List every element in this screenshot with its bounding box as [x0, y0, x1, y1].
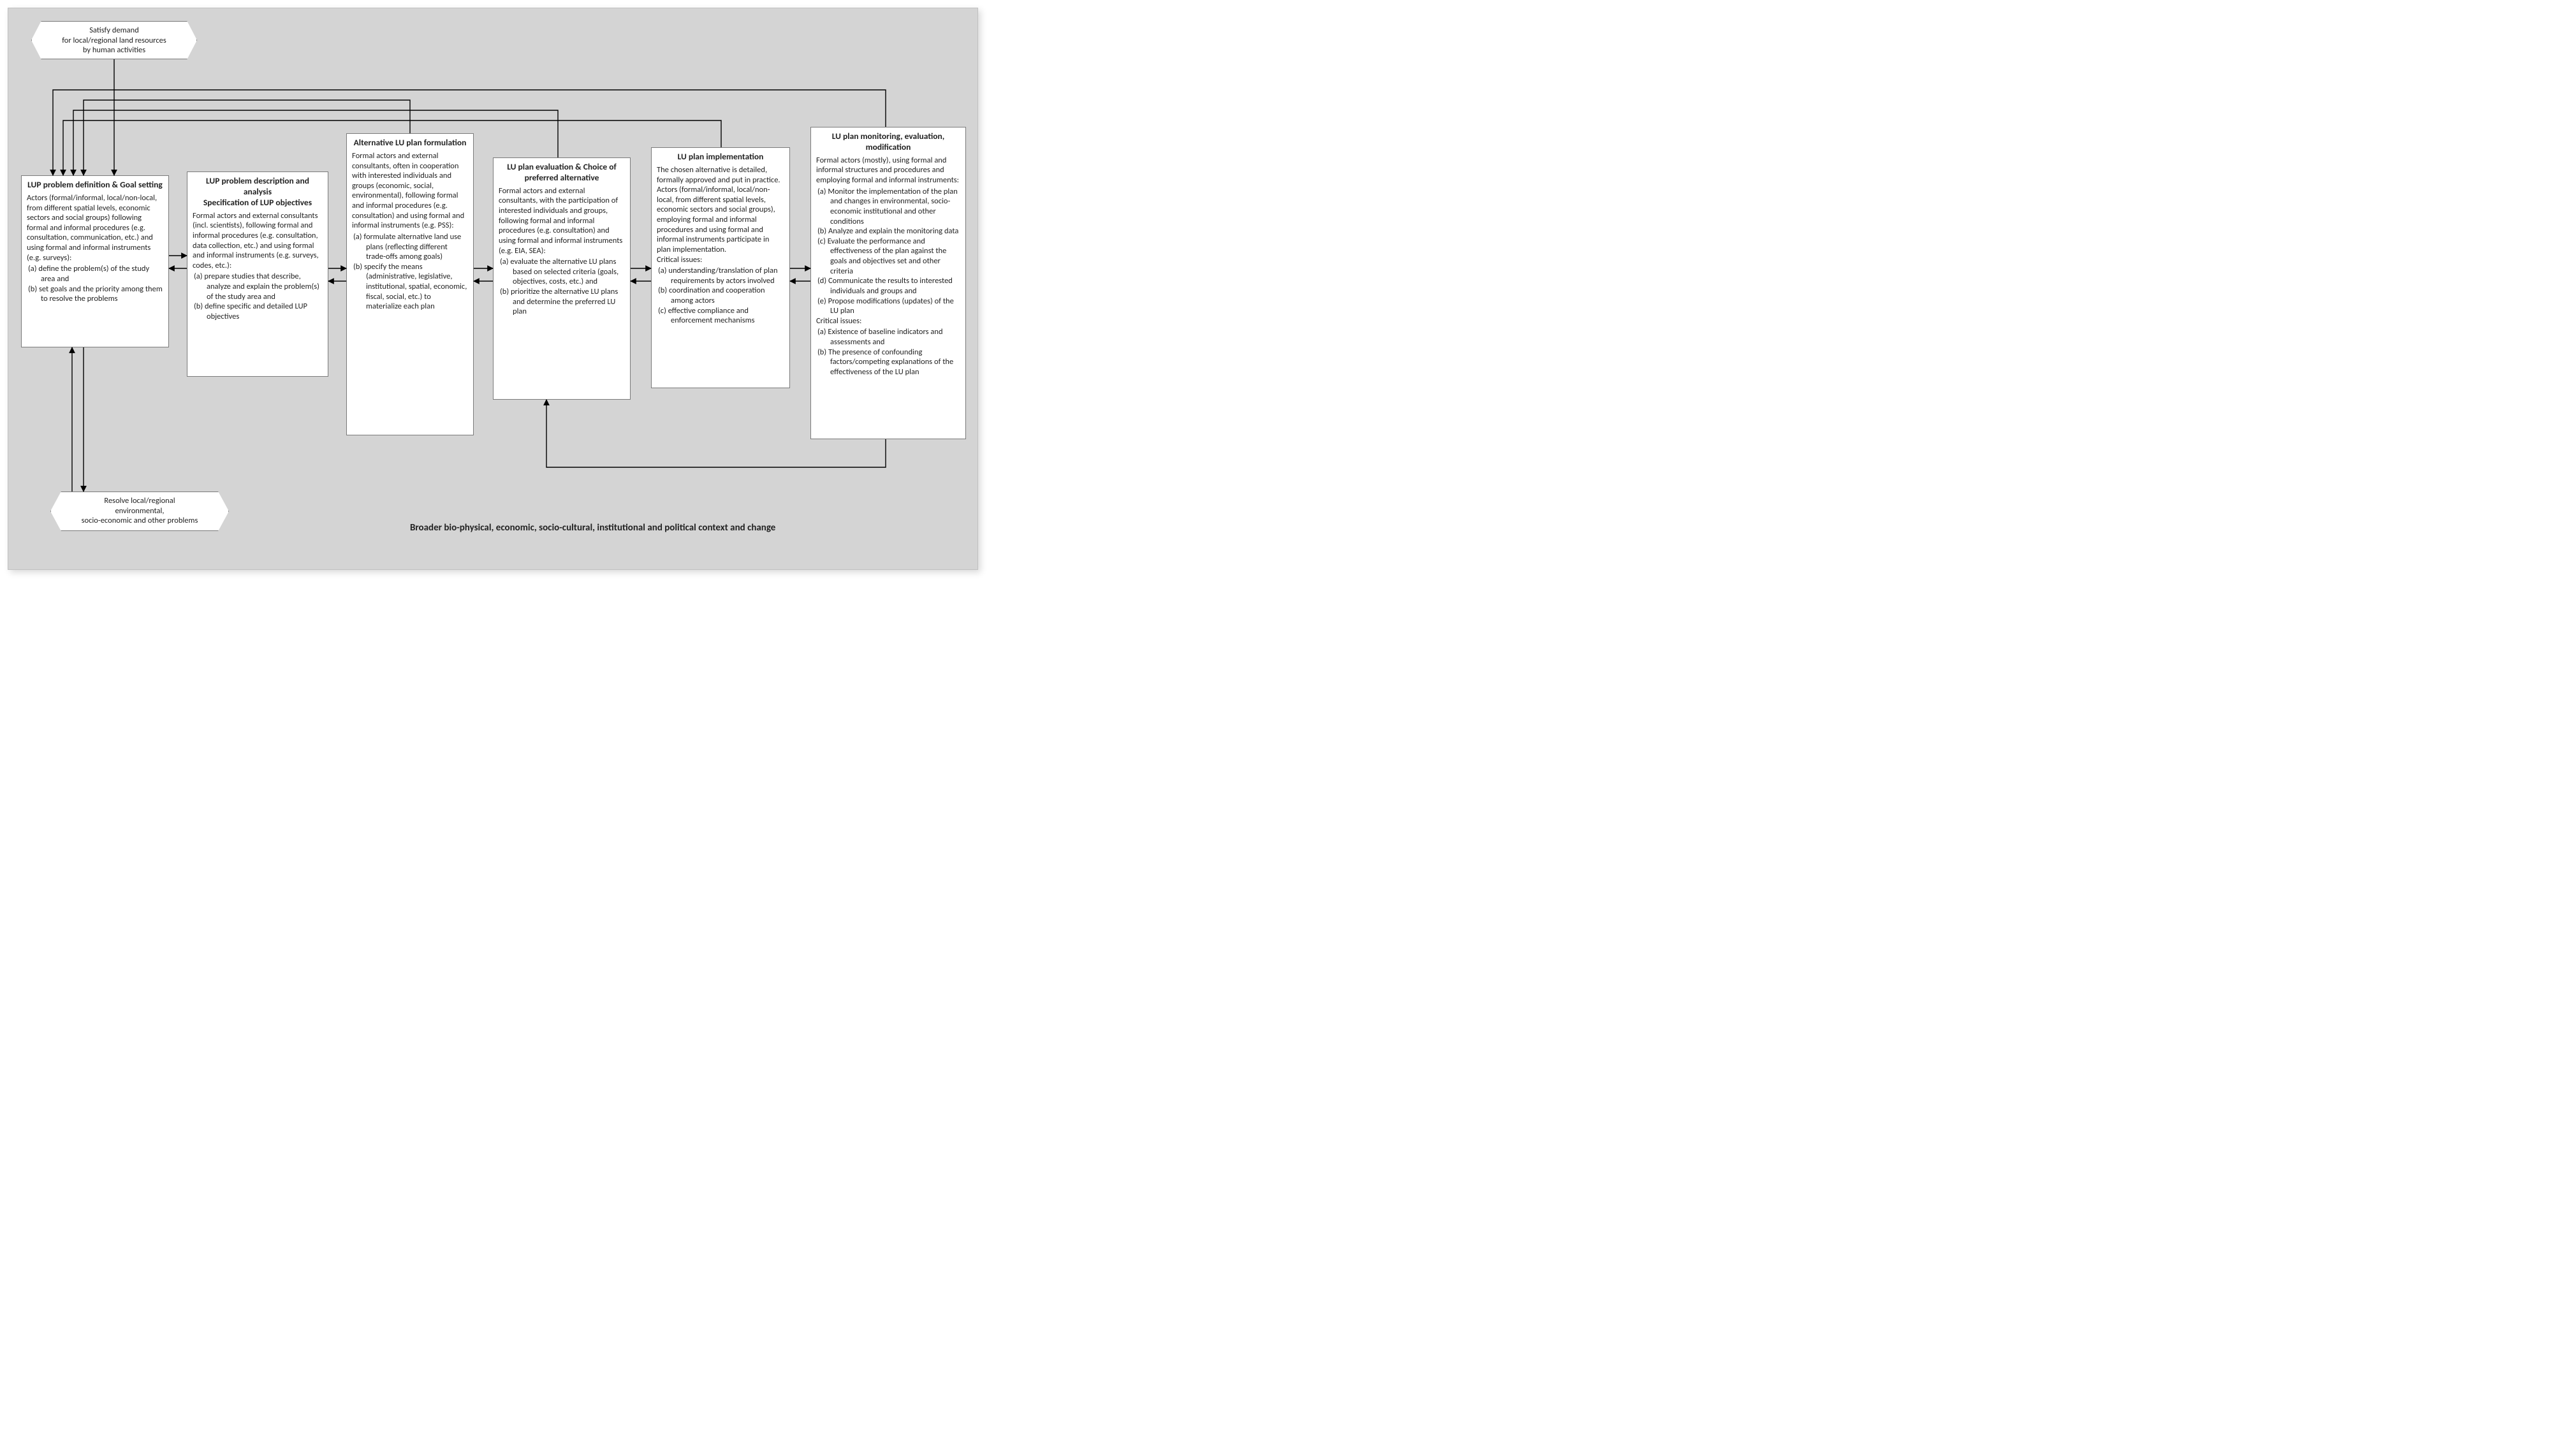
- context-caption: Broader bio-physical, economic, socio-cu…: [410, 522, 775, 534]
- list-item: (a) understanding/translation of plan re…: [658, 266, 784, 286]
- list-item: (b) specify the means (administrative, l…: [353, 262, 468, 312]
- hex-line: socio-economic and other problems: [60, 516, 219, 526]
- box-body: Actors (formal/informal, local/non-local…: [27, 193, 163, 263]
- list-item: (d) Communicate the results to intereste…: [817, 276, 960, 296]
- box-items: (a) formulate alternative land use plans…: [352, 232, 468, 312]
- box-title: LU plan evaluation & Choice of preferred…: [499, 162, 625, 184]
- box-b6: LU plan monitoring, evaluation, modifica…: [810, 127, 966, 439]
- box-items: (a) understanding/translation of plan re…: [657, 266, 784, 326]
- box-title: Alternative LU plan formulation: [352, 138, 468, 149]
- list-item: (a) define the problem(s) of the study a…: [28, 264, 163, 284]
- box-b5: LU plan implementation The chosen alterna…: [651, 147, 790, 388]
- box-tail: Critical issues:: [816, 316, 960, 326]
- box-body: Formal actors (mostly), using formal and…: [816, 156, 960, 186]
- list-item: (b) Analyze and explain the monitoring d…: [817, 226, 960, 237]
- box-items: (a) define the problem(s) of the study a…: [27, 264, 163, 304]
- box-title: LU plan monitoring, evaluation, modifica…: [816, 131, 960, 153]
- box-title: LUP problem description and analysisSpec…: [193, 176, 323, 208]
- list-item: (b) define specific and detailed LUP obj…: [194, 302, 323, 321]
- box-body: Formal actors and external consultants (…: [193, 211, 323, 271]
- box-items: (a) evaluate the alternative LU plans ba…: [499, 257, 625, 317]
- hex-line: by human activities: [41, 45, 187, 55]
- hex-line: Resolve local/regional: [60, 496, 219, 506]
- hex-resolve-problems: Resolve local/regionalenvironmental,soci…: [50, 491, 229, 531]
- box-title: LU plan implementation: [657, 152, 784, 163]
- edge-e-b4-top-b1: [73, 110, 558, 175]
- box-body: The chosen alternative is detailed, form…: [657, 165, 784, 265]
- list-item: (b) set goals and the priority among the…: [28, 284, 163, 304]
- list-item: (e) Propose modifications (updates) of t…: [817, 296, 960, 316]
- list-item: (a) Existence of baseline indicators and…: [817, 327, 960, 347]
- box-b2: LUP problem description and analysisSpec…: [187, 171, 328, 377]
- list-item: (a) prepare studies that describe, analy…: [194, 272, 323, 302]
- box-items: (a) Monitor the implementation of the pl…: [816, 187, 960, 316]
- box-tail-items: (a) Existence of baseline indicators and…: [816, 327, 960, 377]
- list-item: (b) The presence of confounding factors/…: [817, 347, 960, 377]
- box-items: (a) prepare studies that describe, analy…: [193, 272, 323, 321]
- hex-line: environmental,: [60, 506, 219, 516]
- hex-satisfy-demand: Satisfy demandfor local/regional land re…: [31, 21, 197, 59]
- hex-line: Satisfy demand: [41, 25, 187, 36]
- list-item: (c) Evaluate the performance and effecti…: [817, 237, 960, 277]
- box-b1: LUP problem definition & Goal setting Act…: [21, 175, 169, 347]
- box-b4: LU plan evaluation & Choice of preferred…: [493, 157, 631, 400]
- box-title: LUP problem definition & Goal setting: [27, 180, 163, 191]
- list-item: (b) coordination and cooperation among a…: [658, 286, 784, 305]
- list-item: (b) prioritize the alternative LU plans …: [500, 287, 625, 317]
- list-item: (a) evaluate the alternative LU plans ba…: [500, 257, 625, 287]
- list-item: (a) Monitor the implementation of the pl…: [817, 187, 960, 227]
- box-b3: Alternative LU plan formulation Formal ac…: [346, 133, 474, 435]
- list-item: (c) effective compliance and enforcement…: [658, 306, 784, 326]
- box-body: Formal actors and external consultants, …: [499, 186, 625, 256]
- list-item: (a) formulate alternative land use plans…: [353, 232, 468, 262]
- hex-line: for local/regional land resources: [41, 36, 187, 46]
- box-body: Formal actors and external consultants, …: [352, 151, 468, 231]
- diagram-canvas: Satisfy demandfor local/regional land re…: [8, 8, 978, 570]
